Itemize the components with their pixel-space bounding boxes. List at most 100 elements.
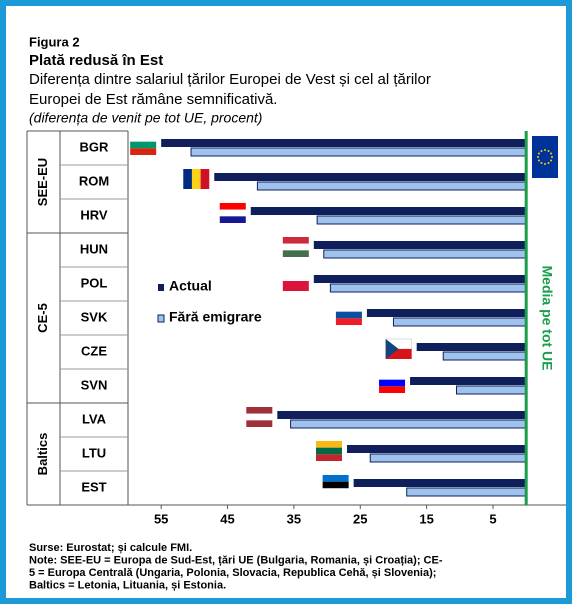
flag — [379, 379, 406, 387]
flag — [130, 135, 157, 142]
flag — [335, 311, 362, 319]
flag — [246, 413, 273, 421]
eu-star — [544, 163, 546, 165]
eu-star — [540, 149, 543, 152]
legend-label: Fără emigrare — [169, 309, 262, 325]
flag — [282, 281, 309, 291]
category-label: BGR — [80, 139, 110, 154]
flag — [219, 209, 246, 217]
bar — [214, 173, 527, 181]
flag — [385, 349, 412, 359]
subtitle: Europei de Est rămâne semnificativă. — [29, 91, 277, 108]
bar — [161, 139, 527, 147]
eu-star — [537, 156, 539, 158]
eu-star — [537, 152, 540, 155]
flag — [219, 216, 246, 223]
bar — [347, 445, 527, 453]
note: Note: SEE-EU = Europa de Sud-Est, țări U… — [29, 554, 443, 566]
flag — [246, 407, 273, 414]
category-label: SVN — [81, 377, 108, 392]
eu-star — [540, 162, 543, 165]
flag — [282, 237, 309, 244]
bar — [442, 351, 527, 361]
eu-star — [547, 149, 550, 152]
bar — [323, 249, 527, 259]
x-tick-label: 45 — [220, 511, 234, 526]
bar — [250, 207, 527, 215]
flag — [322, 475, 349, 482]
category-label: LTU — [82, 445, 106, 460]
bar — [329, 283, 527, 293]
note: 5 = Europa Centrală (Ungaria, Polonia, S… — [29, 567, 436, 579]
flag — [316, 441, 342, 448]
bar — [416, 343, 527, 351]
chart-title: Plată redusă în Est — [29, 52, 163, 69]
legend-swatch — [157, 314, 165, 323]
category-label: HUN — [80, 241, 108, 256]
bar — [190, 147, 527, 157]
flag — [282, 250, 309, 257]
flag — [316, 454, 342, 461]
x-tick-label: 25 — [353, 511, 367, 526]
category-label: SVK — [81, 309, 108, 324]
flag — [322, 481, 349, 489]
flag — [219, 203, 246, 210]
flag — [335, 318, 362, 325]
eu-star — [544, 149, 546, 151]
flag — [379, 386, 406, 393]
bar — [353, 479, 527, 487]
reference-label: Media pe tot UE — [539, 265, 555, 370]
bar — [406, 487, 527, 497]
bar — [392, 317, 527, 327]
category-label: EST — [81, 479, 106, 494]
eu-flag — [532, 136, 558, 178]
x-tick-label: 15 — [419, 511, 433, 526]
flag — [130, 141, 157, 149]
unit-note: (diferența de venit pe tot UE, procent) — [29, 110, 262, 126]
group-label: CE-5 — [35, 303, 50, 333]
note: Baltics = Letonia, Lituania, și Estonia. — [29, 579, 226, 591]
legend-label: Actual — [169, 278, 212, 294]
eu-star — [551, 156, 553, 158]
flag — [282, 243, 309, 251]
eu-star — [550, 152, 553, 155]
flag — [130, 148, 157, 155]
category-label: HRV — [80, 207, 108, 222]
x-tick-label: 5 — [489, 511, 496, 526]
eu-star — [547, 162, 550, 165]
flag — [246, 420, 273, 427]
flag — [191, 169, 201, 189]
figure-label: Figura 2 — [29, 34, 80, 49]
bar — [316, 215, 527, 225]
bar — [369, 453, 527, 463]
flag — [335, 305, 362, 312]
flag — [282, 271, 309, 281]
category-label: CZE — [81, 343, 107, 358]
category-label: LVA — [82, 411, 107, 426]
bar — [313, 275, 527, 283]
x-tick-label: 35 — [287, 511, 301, 526]
flag — [385, 339, 399, 359]
bar — [256, 181, 527, 191]
bar — [290, 419, 527, 429]
flag — [183, 169, 192, 189]
eu-star — [550, 159, 553, 162]
category-label: ROM — [79, 173, 109, 188]
legend-swatch — [158, 284, 164, 291]
flag — [322, 488, 349, 495]
subtitle: Diferența dintre salariul țărilor Europe… — [29, 71, 431, 88]
note: Surse: Eurostat; și calcule FMI. — [29, 542, 192, 554]
flag — [316, 447, 342, 455]
bar — [410, 377, 527, 385]
x-tick-label: 55 — [154, 511, 168, 526]
flag — [200, 169, 210, 189]
bar — [456, 385, 527, 395]
eu-star — [537, 159, 540, 162]
bar — [277, 411, 527, 419]
group-label: SEE-EU — [35, 158, 50, 206]
category-label: POL — [81, 275, 108, 290]
bar — [366, 309, 527, 317]
group-label: Baltics — [35, 433, 50, 476]
